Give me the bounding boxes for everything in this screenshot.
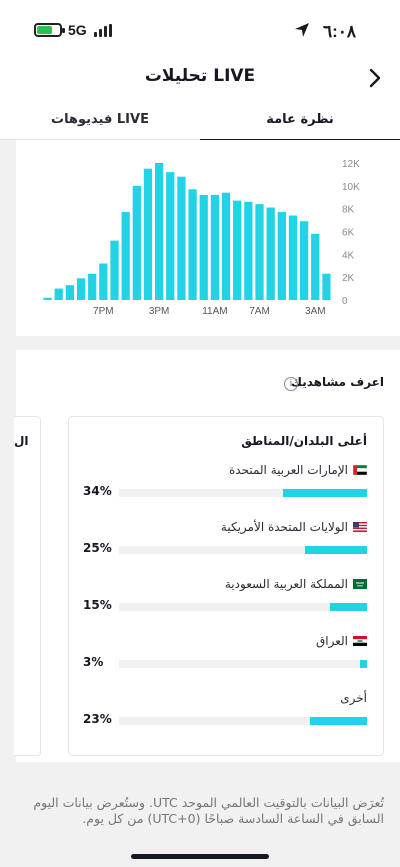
- region-bar-fill: [282, 489, 367, 497]
- region-percent: 25%: [83, 541, 112, 555]
- y-tick-label: 12K: [342, 159, 360, 170]
- usa-flag-icon: [353, 521, 367, 532]
- info-icon[interactable]: i: [284, 377, 298, 391]
- x-tick-label: 3PM: [149, 306, 170, 317]
- chart-bar[interactable]: [54, 288, 63, 300]
- chart-bar[interactable]: [188, 189, 197, 300]
- chart-bar[interactable]: [299, 221, 309, 300]
- y-tick-label: 8K: [342, 205, 355, 216]
- chart-bar[interactable]: [110, 240, 119, 300]
- iraq-flag-icon: [353, 635, 367, 646]
- region-bar-fill: [359, 660, 367, 668]
- location-arrow-icon: [295, 23, 309, 37]
- region-bar-fill: [309, 717, 367, 725]
- x-tick-label: 7AM: [249, 306, 270, 317]
- chart-bar[interactable]: [177, 176, 186, 300]
- region-name: أخرى: [340, 691, 367, 705]
- uae-flag-icon: [352, 464, 368, 476]
- tab-overview[interactable]: نظرة عامة: [200, 104, 400, 141]
- region-bar-fill: [305, 546, 367, 554]
- region-bar-track: [119, 489, 367, 497]
- chart-bar[interactable]: [121, 212, 130, 300]
- chart-bar[interactable]: [199, 194, 208, 300]
- chart-bar[interactable]: [88, 273, 97, 300]
- region-percent: 3%: [83, 655, 104, 669]
- region-percent: 15%: [83, 598, 112, 612]
- next-panel-title: ال: [14, 434, 29, 448]
- region-bar-track: [119, 717, 367, 725]
- chart-bar[interactable]: [221, 192, 231, 300]
- audience-card: اعرف مشاهديك i ال أعلى البلدان/المناطق ا…: [14, 350, 400, 762]
- region-item: الولايات المتحدة الأمريكية 25%: [83, 520, 367, 577]
- next-panel-peek[interactable]: ال: [14, 416, 41, 756]
- x-tick-label: 7PM: [93, 306, 114, 317]
- top-regions-panel: أعلى البلدان/المناطق الإمارات العربية ال…: [68, 416, 384, 756]
- chart-bar[interactable]: [277, 212, 286, 300]
- chart-bar[interactable]: [43, 297, 52, 300]
- battery-level: [37, 26, 52, 34]
- viewers-bar-chart: 12K 10K 8K 6K 4K 2K 0 7PM 3PM 11AM 7AM 3AM: [43, 159, 360, 317]
- home-indicator: [131, 854, 269, 859]
- chart-bar[interactable]: [99, 263, 108, 300]
- region-name: الإمارات العربية المتحدة: [229, 463, 348, 477]
- region-bar-fill: [329, 603, 367, 611]
- nav-header: تحليلات LIVE: [0, 52, 400, 104]
- chart-bar[interactable]: [266, 207, 275, 300]
- chart-bar[interactable]: [76, 278, 86, 300]
- x-tick-label: 3AM: [305, 306, 326, 317]
- chart-bar[interactable]: [233, 200, 242, 300]
- chart-bar[interactable]: [322, 273, 331, 300]
- region-name: المملكة العربية السعودية: [224, 577, 348, 591]
- chart-bar[interactable]: [143, 168, 153, 300]
- tab-live-videos[interactable]: فيديوهات LIVE: [51, 112, 149, 127]
- region-name: العراق: [315, 634, 348, 648]
- signal-icon: [94, 24, 112, 37]
- region-item: أخرى 23%: [83, 691, 367, 748]
- status-time: ٦:٠٨: [322, 22, 356, 41]
- chart-bar[interactable]: [288, 215, 298, 300]
- page-title: تحليلات LIVE: [144, 66, 256, 86]
- audience-title: اعرف مشاهديك: [291, 375, 384, 389]
- network-label: 5G: [68, 22, 87, 38]
- region-percent: 34%: [83, 484, 112, 498]
- chart-bar[interactable]: [244, 201, 253, 300]
- region-bar-track: [119, 660, 367, 668]
- region-name: الولايات المتحدة الأمريكية: [220, 520, 348, 534]
- battery-icon: [34, 23, 65, 37]
- region-item: المملكة العربية السعودية 15%: [83, 577, 367, 634]
- x-tick-label: 11AM: [202, 306, 227, 317]
- chart-bar[interactable]: [154, 163, 164, 300]
- region-item: العراق 3%: [83, 634, 367, 691]
- region-bar-track: [119, 603, 367, 611]
- chart-bar[interactable]: [65, 285, 75, 300]
- status-bar: 5G ٦:٠٨: [0, 0, 400, 52]
- region-item: الإمارات العربية المتحدة 34%: [83, 463, 368, 520]
- y-tick-label: 10K: [342, 182, 360, 193]
- y-tick-label: 0: [342, 296, 348, 307]
- region-percent: 23%: [83, 712, 112, 726]
- y-tick-label: 6K: [342, 228, 355, 239]
- chart-bar[interactable]: [311, 233, 320, 300]
- chart-bar[interactable]: [255, 204, 264, 300]
- regions-title: أعلى البلدان/المناطق: [241, 434, 367, 448]
- chart-bar[interactable]: [210, 194, 220, 300]
- viewers-chart-card: 12K 10K 8K 6K 4K 2K 0 7PM 3PM 11AM 7AM 3AM: [16, 140, 400, 336]
- tab-bar: نظرة عامة فيديوهات LIVE: [0, 104, 400, 141]
- y-tick-label: 2K: [342, 273, 355, 284]
- chart-bar[interactable]: [166, 172, 175, 300]
- saudi-flag-icon: [353, 578, 367, 589]
- y-tick-label: 4K: [342, 250, 355, 261]
- region-bar-track: [119, 546, 367, 554]
- utc-footnote: تُعرَض البيانات بالتوقيت العالمي الموحد …: [33, 795, 384, 826]
- chart-bar[interactable]: [132, 185, 141, 300]
- chevron-right-icon[interactable]: [364, 66, 386, 90]
